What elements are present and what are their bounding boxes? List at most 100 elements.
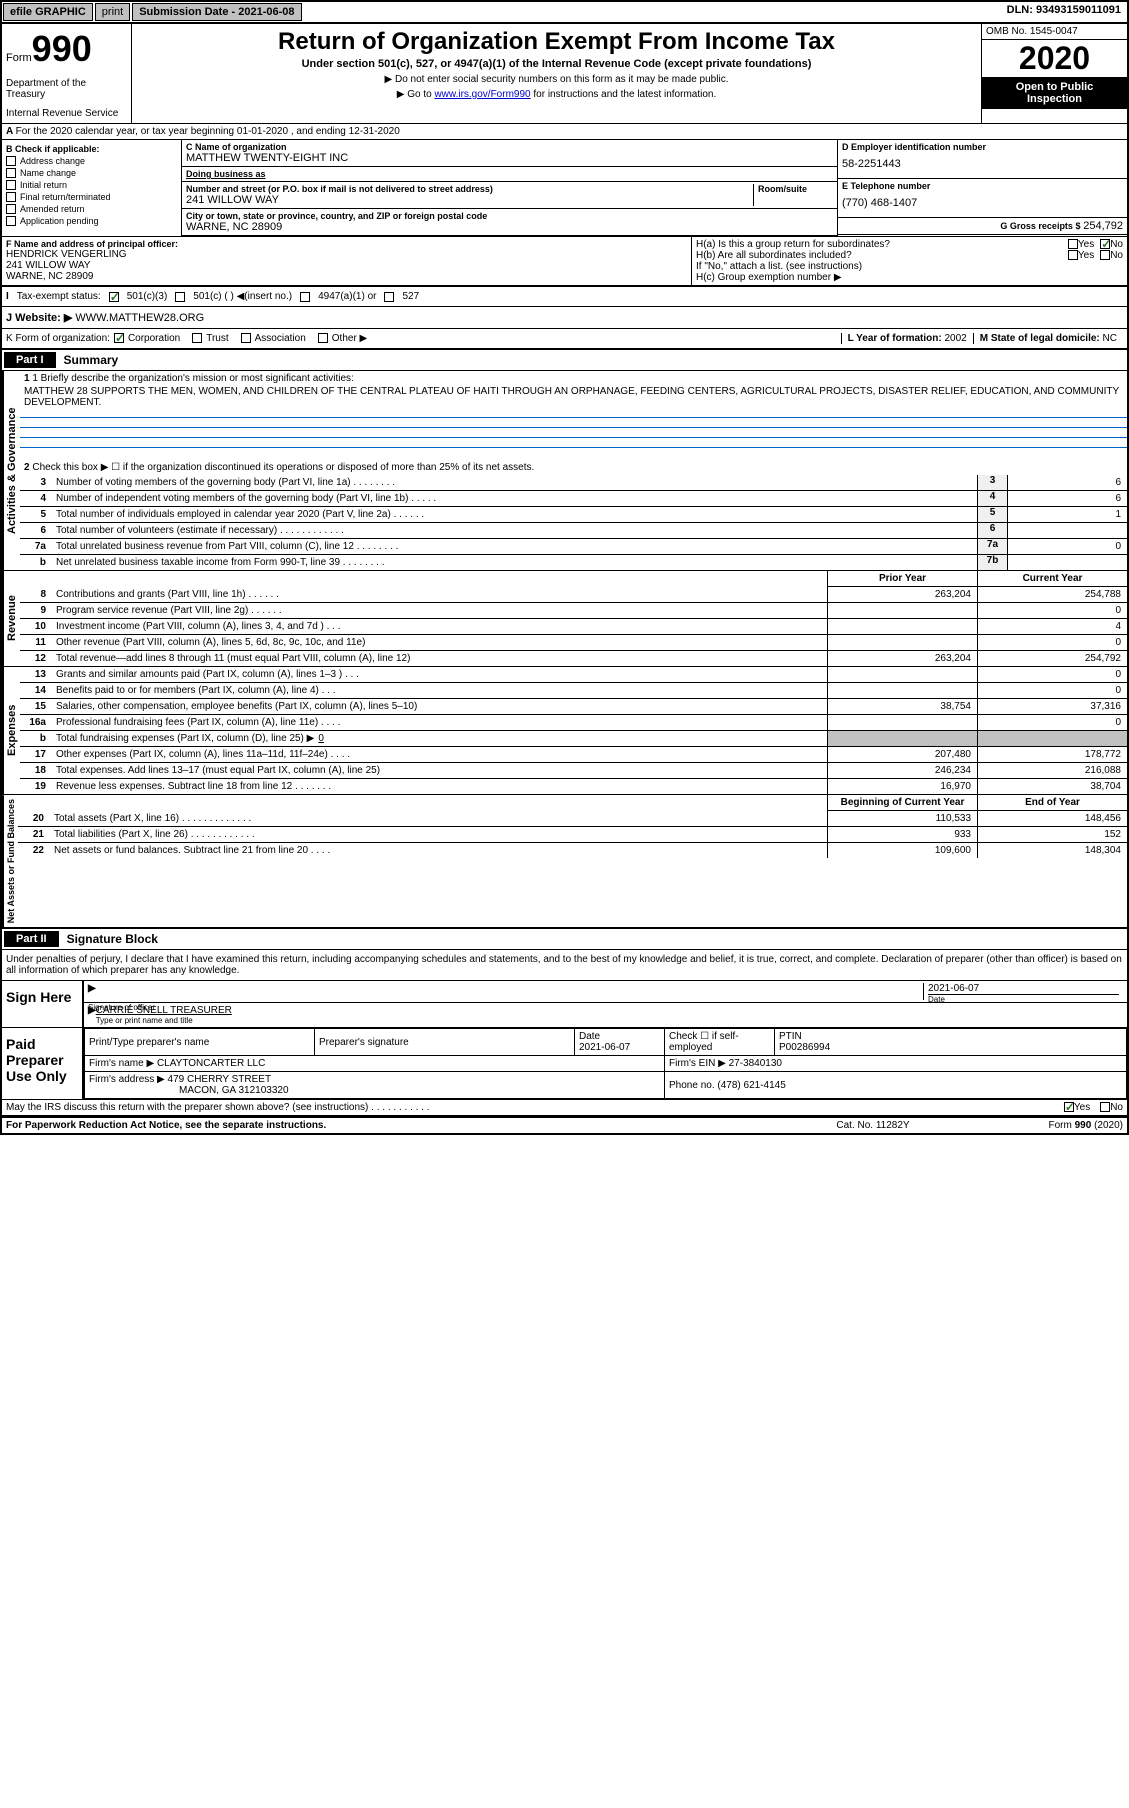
revenue-section: Revenue Prior Year Current Year 8Contrib…	[2, 571, 1127, 667]
checkbox-icon[interactable]	[175, 292, 185, 302]
cb-initial[interactable]: Initial return	[6, 180, 177, 190]
omb-number: OMB No. 1545-0047	[982, 24, 1127, 40]
street-value: 241 WILLOW WAY	[186, 194, 753, 206]
form-label: Form	[6, 52, 32, 64]
line5: 5Total number of individuals employed in…	[20, 507, 1127, 523]
phone-value: (770) 468-1407	[842, 191, 1123, 215]
hc-label: H(c) Group exemption number ▶	[696, 272, 1123, 283]
cb-final[interactable]: Final return/terminated	[6, 192, 177, 202]
footer-left: For Paperwork Reduction Act Notice, see …	[6, 1120, 773, 1131]
checkbox-icon[interactable]	[1068, 250, 1078, 260]
box-h: H(a) Is this a group return for subordin…	[692, 237, 1127, 285]
sign-fields: ▶ Signature of officer 2021-06-07 Date ▶…	[82, 981, 1127, 1027]
cb-name[interactable]: Name change	[6, 168, 177, 178]
print-button[interactable]: print	[95, 3, 130, 21]
ein-label: D Employer identification number	[842, 142, 1123, 152]
exp-content: 13Grants and similar amounts paid (Part …	[20, 667, 1127, 794]
checkbox-icon	[6, 192, 16, 202]
line15: 15Salaries, other compensation, employee…	[20, 699, 1127, 715]
sign-here-label: Sign Here	[2, 981, 82, 1027]
footer-right: Form 990 (2020)	[973, 1120, 1123, 1131]
checkbox-icon[interactable]	[1100, 250, 1110, 260]
checkbox-icon[interactable]	[1100, 239, 1110, 249]
line13: 13Grants and similar amounts paid (Part …	[20, 667, 1127, 683]
checkbox-icon[interactable]	[1100, 1102, 1110, 1112]
pt-name-label: Print/Type preparer's name	[85, 1029, 315, 1056]
checkbox-icon[interactable]	[300, 292, 310, 302]
line14: 14Benefits paid to or for members (Part …	[20, 683, 1127, 699]
checkbox-icon[interactable]	[241, 333, 251, 343]
footer: For Paperwork Reduction Act Notice, see …	[2, 1117, 1127, 1133]
firm-name: Firm's name ▶ CLAYTONCARTER LLC	[85, 1056, 665, 1072]
note-ssn: ▶ Do not enter social security numbers o…	[136, 74, 977, 85]
line22: 22Net assets or fund balances. Subtract …	[18, 843, 1127, 858]
box-b-title: B Check if applicable:	[6, 144, 177, 154]
checkbox-icon[interactable]	[192, 333, 202, 343]
efile-label: efile GRAPHIC	[3, 3, 93, 21]
eoy-header: End of Year	[977, 795, 1127, 811]
cy-header: Current Year	[977, 571, 1127, 587]
cb-addr[interactable]: Address change	[6, 156, 177, 166]
expenses-section: Expenses 13Grants and similar amounts pa…	[2, 667, 1127, 795]
inspect-2: Inspection	[986, 93, 1123, 105]
info-grid: B Check if applicable: Address change Na…	[2, 140, 1127, 237]
part1-badge: Part I	[4, 352, 56, 368]
vlabel-rev: Revenue	[2, 571, 20, 666]
penalty-text: Under penalties of perjury, I declare th…	[2, 950, 1127, 981]
cb-pending[interactable]: Application pending	[6, 216, 177, 226]
table-row: Print/Type preparer's name Preparer's si…	[85, 1029, 1127, 1056]
line18: 18Total expenses. Add lines 13–17 (must …	[20, 763, 1127, 779]
right-col: D Employer identification number 58-2251…	[837, 140, 1127, 236]
box-f: F Name and address of principal officer:…	[2, 237, 692, 285]
table-row: Firm's name ▶ CLAYTONCARTER LLC Firm's E…	[85, 1056, 1127, 1072]
checkbox-icon	[6, 204, 16, 214]
irs-link[interactable]: www.irs.gov/Form990	[434, 89, 530, 100]
org-name-label: C Name of organization	[186, 142, 833, 152]
checkbox-icon	[6, 168, 16, 178]
box-b: B Check if applicable: Address change Na…	[2, 140, 182, 236]
prep-table: Print/Type preparer's name Preparer's si…	[84, 1028, 1127, 1099]
mission-text: MATTHEW 28 SUPPORTS THE MEN, WOMEN, AND …	[20, 386, 1127, 408]
checkbox-icon[interactable]	[318, 333, 328, 343]
inspect-1: Open to Public	[986, 81, 1123, 93]
boy-header: Beginning of Current Year	[827, 795, 977, 811]
ag-content: 1 1 Briefly describe the organization's …	[20, 371, 1127, 570]
ha-label: H(a) Is this a group return for subordin…	[696, 239, 1068, 250]
note2-pre: ▶ Go to	[397, 89, 435, 100]
checkbox-icon	[6, 180, 16, 190]
line20: 20Total assets (Part X, line 16) . . . .…	[18, 811, 1127, 827]
city-value: WARNE, NC 28909	[186, 221, 833, 233]
city-label: City or town, state or province, country…	[186, 211, 833, 221]
line7b: bNet unrelated business taxable income f…	[20, 555, 1127, 570]
dln-value: DLN: 93493159011091	[1001, 2, 1127, 22]
hb-label: H(b) Are all subordinates included?	[696, 250, 1068, 261]
na-content: Beginning of Current Year End of Year 20…	[18, 795, 1127, 927]
sig-officer: ▶ Signature of officer	[88, 983, 923, 1000]
paid-preparer-block: Paid Preparer Use Only Print/Type prepar…	[2, 1028, 1127, 1100]
phone-label: E Telephone number	[842, 181, 1123, 191]
box-g: G Gross receipts $ 254,792	[838, 218, 1127, 235]
cb-amended[interactable]: Amended return	[6, 204, 177, 214]
firm-ein: Firm's EIN ▶ 27-3840130	[665, 1056, 1127, 1072]
checkbox-icon[interactable]	[384, 292, 394, 302]
typed-label: Type or print name and title	[96, 1016, 1123, 1025]
room-label: Room/suite	[758, 184, 833, 194]
officer-addr1: 241 WILLOW WAY	[6, 260, 687, 271]
sign-here-block: Sign Here ▶ Signature of officer 2021-06…	[2, 981, 1127, 1028]
officer-label: F Name and address of principal officer:	[6, 239, 687, 249]
line19: 19Revenue less expenses. Subtract line 1…	[20, 779, 1127, 794]
line4: 4Number of independent voting members of…	[20, 491, 1127, 507]
checkbox-icon[interactable]	[1064, 1102, 1074, 1112]
m-box: M State of legal domicile: NC	[973, 333, 1123, 344]
checkbox-icon[interactable]	[109, 292, 119, 302]
box-e: E Telephone number (770) 468-1407	[838, 179, 1127, 218]
vlabel-ag: Activities & Governance	[2, 371, 20, 570]
line9: 9Program service revenue (Part VIII, lin…	[20, 603, 1127, 619]
line21: 21Total liabilities (Part X, line 26) . …	[18, 827, 1127, 843]
note-link: ▶ Go to www.irs.gov/Form990 for instruct…	[136, 89, 977, 100]
checkbox-icon[interactable]	[114, 333, 124, 343]
header-right: OMB No. 1545-0047 2020 Open to Public In…	[982, 24, 1127, 123]
topbar: efile GRAPHIC print Submission Date - 20…	[2, 2, 1127, 24]
checkbox-icon[interactable]	[1068, 239, 1078, 249]
rev-content: Prior Year Current Year 8Contributions a…	[20, 571, 1127, 666]
